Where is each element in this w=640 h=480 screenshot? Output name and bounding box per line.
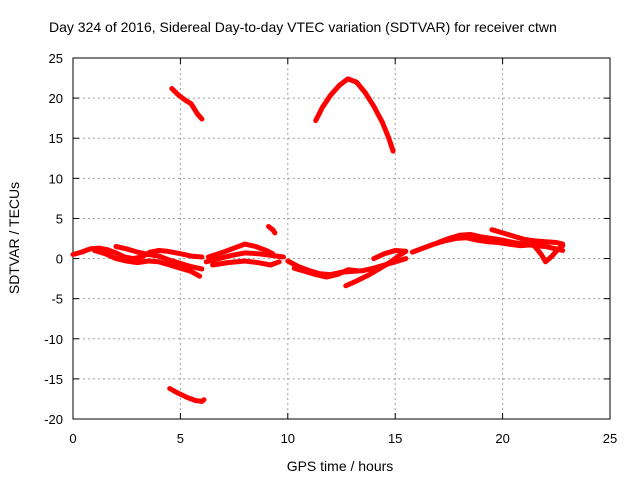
y-tick-label: 25 (49, 51, 63, 66)
data-arc-15 (435, 232, 566, 253)
y-tick-label: -10 (44, 332, 63, 347)
x-tick-label: 10 (281, 431, 295, 446)
data-arc-7 (205, 241, 276, 260)
data-arc-5 (167, 386, 207, 404)
data-arc-13 (313, 76, 396, 154)
plot-frame (72, 57, 611, 420)
x-tick-label: 0 (69, 431, 76, 446)
data-arc-9 (266, 224, 278, 236)
data-series (70, 76, 566, 404)
x-tick-label: 25 (603, 431, 617, 446)
y-tick-label: -15 (44, 372, 63, 387)
data-arc-11 (291, 265, 359, 280)
data-arc-2 (92, 248, 203, 279)
data-arc-4 (169, 86, 205, 122)
x-axis-label: GPS time / hours (287, 458, 394, 474)
y-tick-label: 5 (56, 211, 63, 226)
data-arc-17 (532, 243, 566, 265)
y-tick-label: 20 (49, 91, 63, 106)
y-tick-label: 15 (49, 131, 63, 146)
chart-title: Day 324 of 2016, Sidereal Day-to-day VTE… (49, 19, 557, 35)
x-tick-label: 15 (388, 431, 402, 446)
x-axis: 0 5 10 15 20 25 (69, 58, 617, 446)
y-axis-label: SDTVAR / TECUs (6, 182, 22, 294)
data-arc-3 (113, 244, 205, 272)
data-arc-16 (489, 227, 566, 247)
y-tick-label: 10 (49, 171, 63, 186)
y-tick-label: -5 (51, 292, 63, 307)
data-arc-12 (343, 248, 409, 289)
y-axis: -20 -15 -10 -5 0 5 10 15 20 25 (44, 51, 610, 427)
x-tick-label: 5 (177, 431, 184, 446)
y-tick-label: 0 (56, 252, 63, 267)
y-tick-label: -20 (44, 412, 63, 427)
x-tick-label: 20 (495, 431, 509, 446)
data-arc-8 (210, 258, 282, 268)
